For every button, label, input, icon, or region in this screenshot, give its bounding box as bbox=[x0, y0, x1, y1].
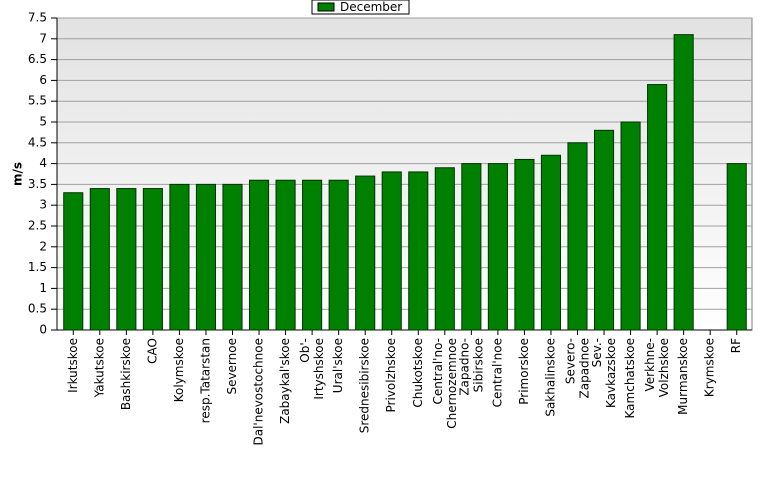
legend-label: December bbox=[340, 0, 402, 14]
x-tick-label: CAO bbox=[145, 338, 159, 364]
x-tick-label: Yakutskoe bbox=[92, 338, 106, 398]
y-tick-label: 5 bbox=[39, 115, 47, 129]
y-tick-label: 0 bbox=[39, 323, 47, 337]
x-tick-label: Kamchatskoe bbox=[623, 338, 637, 418]
bar bbox=[514, 158, 535, 331]
bar bbox=[63, 192, 84, 331]
y-tick-label: 1.5 bbox=[28, 260, 47, 274]
bar bbox=[142, 188, 163, 331]
x-tick-label: Srednesibirskoe bbox=[358, 338, 372, 433]
y-tick-label: 1 bbox=[39, 281, 47, 295]
y-tick-label: 4 bbox=[39, 156, 47, 170]
x-tick-label: Severo-Zapadnoe bbox=[563, 338, 591, 399]
bar bbox=[408, 171, 429, 331]
y-axis-label: m/s bbox=[11, 162, 25, 186]
x-tick-label: Zapadno-Sibirskoe bbox=[457, 338, 485, 396]
x-tick-label: Ob'-Irtyshskoe bbox=[298, 338, 326, 400]
bar bbox=[328, 179, 349, 331]
bar bbox=[461, 163, 482, 331]
legend-swatch bbox=[317, 2, 335, 12]
x-tick-label: Chukotskoe bbox=[411, 338, 425, 408]
y-tick-label: 3.5 bbox=[28, 177, 47, 191]
x-tick-label: Murmanskoe bbox=[676, 338, 690, 415]
x-tick-label: Central'no-Chernozemnoe bbox=[430, 338, 458, 429]
bar bbox=[89, 188, 110, 331]
bar bbox=[434, 167, 455, 331]
bar bbox=[195, 183, 217, 331]
x-tick-label: Central'noe bbox=[490, 338, 504, 407]
y-tick-label: 5.5 bbox=[28, 94, 47, 108]
y-tick-label: 2.5 bbox=[28, 219, 47, 233]
legend-box bbox=[311, 0, 410, 15]
x-tick-label: Krymskoe bbox=[703, 338, 717, 397]
bar bbox=[647, 84, 668, 331]
bar bbox=[248, 179, 270, 331]
x-tick-label: RF bbox=[729, 338, 743, 353]
x-tick-label: Irkutskoe bbox=[66, 338, 80, 393]
x-tick-label: Severnoe bbox=[225, 338, 239, 395]
bar bbox=[116, 188, 137, 331]
bar bbox=[620, 121, 641, 331]
y-tick-label: 6.5 bbox=[28, 52, 47, 66]
x-tick-label: Primorskoe bbox=[517, 338, 531, 405]
bar bbox=[540, 154, 562, 331]
x-tick-label: Privolzhskoe bbox=[384, 338, 398, 412]
y-tick-label: 2 bbox=[39, 239, 47, 253]
bar bbox=[275, 179, 296, 331]
bar bbox=[355, 175, 376, 331]
x-tick-label: Zabaykal'skoe bbox=[278, 338, 292, 424]
y-tick-label: 3 bbox=[39, 198, 47, 212]
bar bbox=[381, 171, 402, 331]
x-tick-label: Ural'skoe bbox=[331, 338, 345, 393]
x-tick-label: Sev.-Kavkazskoe bbox=[590, 338, 618, 408]
x-tick-label: Bashkirskoe bbox=[119, 338, 133, 410]
x-tick-label: Kolymskoe bbox=[172, 338, 186, 402]
y-tick-label: 6 bbox=[39, 73, 47, 87]
y-tick-label: 7 bbox=[39, 31, 47, 45]
bar bbox=[169, 183, 190, 331]
bar bbox=[593, 129, 615, 331]
x-tick-label: Sakhalinskoe bbox=[543, 338, 557, 417]
x-tick-label: Verkhne-Volzhskoe bbox=[643, 338, 671, 397]
y-tick-label: 7.5 bbox=[28, 11, 47, 25]
y-tick-label: 0.5 bbox=[28, 302, 47, 316]
x-tick-label: resp.Tatarstan bbox=[198, 338, 212, 423]
bar bbox=[222, 183, 243, 331]
y-tick-label: 4.5 bbox=[28, 135, 47, 149]
bar bbox=[487, 163, 508, 331]
bar bbox=[567, 142, 588, 331]
x-tick-label: Dal'nevostochnoe bbox=[252, 338, 266, 446]
bar bbox=[726, 163, 747, 331]
bar bbox=[673, 34, 694, 331]
bar bbox=[302, 179, 323, 331]
